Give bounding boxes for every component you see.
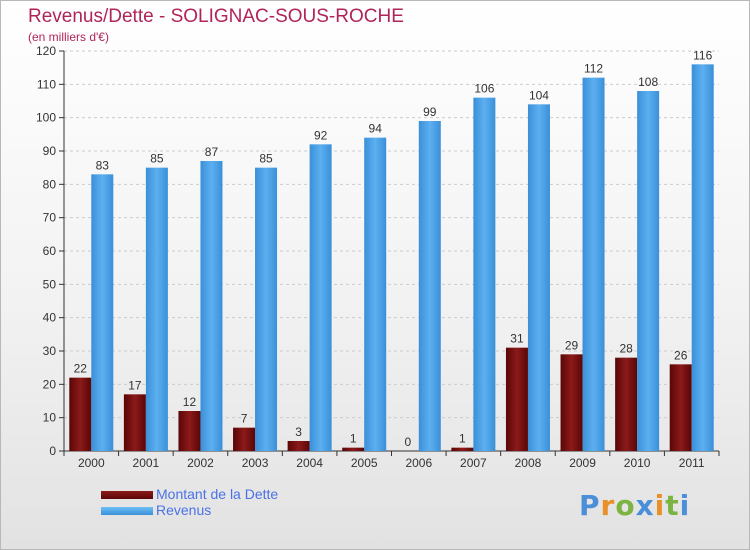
x-tick-label: 2009 bbox=[569, 456, 596, 470]
axes bbox=[59, 50, 720, 456]
bar-dette bbox=[69, 377, 92, 451]
proxiti-logo: Proxiti bbox=[579, 489, 690, 522]
x-tick-label: 2002 bbox=[187, 456, 214, 470]
data-label: 106 bbox=[474, 82, 494, 96]
x-tick-label: 2001 bbox=[133, 456, 160, 470]
logo-letter: t bbox=[665, 489, 680, 522]
data-label: 22 bbox=[74, 362, 88, 376]
data-label: 83 bbox=[96, 158, 110, 172]
legend-label-revenus: Revenus bbox=[156, 502, 212, 518]
bar-dette bbox=[233, 427, 256, 451]
data-label: 92 bbox=[314, 128, 328, 142]
bar-revenus bbox=[145, 167, 168, 451]
x-tick-label: 2004 bbox=[296, 456, 323, 470]
bar-dette bbox=[669, 364, 692, 451]
data-label: 104 bbox=[529, 88, 549, 102]
x-tick-label: 2011 bbox=[679, 456, 705, 470]
labels: 0102030405060708090100110120200022832001… bbox=[36, 44, 713, 470]
logo-letter: r bbox=[600, 489, 616, 522]
data-label: 26 bbox=[674, 348, 688, 362]
x-tick-label: 2008 bbox=[515, 456, 542, 470]
data-label: 108 bbox=[638, 75, 658, 89]
y-tick-label: 120 bbox=[36, 44, 56, 58]
legend-swatch-dette bbox=[101, 491, 153, 499]
y-tick-label: 30 bbox=[43, 344, 57, 358]
bar-revenus bbox=[91, 174, 114, 452]
bar-revenus bbox=[691, 64, 714, 452]
data-label: 3 bbox=[295, 425, 302, 439]
y-tick-label: 50 bbox=[43, 277, 57, 291]
bar-revenus bbox=[364, 137, 387, 451]
bars bbox=[69, 64, 714, 452]
data-label: 0 bbox=[404, 435, 411, 449]
data-label: 17 bbox=[128, 378, 142, 392]
bar-revenus bbox=[473, 97, 496, 452]
bar-dette bbox=[123, 394, 146, 451]
y-tick-label: 40 bbox=[43, 311, 57, 325]
logo-letter: o bbox=[615, 489, 636, 522]
y-tick-label: 70 bbox=[43, 211, 57, 225]
y-tick-label: 80 bbox=[43, 177, 57, 191]
bar-revenus bbox=[527, 104, 550, 451]
data-label: 31 bbox=[510, 332, 524, 346]
x-tick-label: 2006 bbox=[405, 456, 432, 470]
logo-letter: i bbox=[679, 489, 691, 522]
y-tick-label: 110 bbox=[37, 77, 56, 91]
bar-revenus bbox=[200, 161, 223, 451]
x-tick-label: 2000 bbox=[78, 456, 105, 470]
y-tick-label: 20 bbox=[43, 377, 57, 391]
x-tick-label: 2010 bbox=[624, 456, 651, 470]
data-label: 99 bbox=[423, 105, 437, 119]
y-tick-label: 10 bbox=[43, 411, 57, 425]
data-label: 112 bbox=[584, 62, 603, 76]
bar-dette bbox=[287, 441, 310, 451]
data-label: 29 bbox=[565, 338, 579, 352]
bar-dette bbox=[178, 411, 201, 451]
data-label: 87 bbox=[205, 145, 219, 159]
bar-revenus bbox=[255, 167, 278, 451]
data-label: 85 bbox=[259, 152, 273, 166]
legend-label-dette: Montant de la Dette bbox=[156, 486, 279, 502]
chart-subtitle: (en milliers d'€) bbox=[28, 30, 109, 44]
bar-revenus bbox=[582, 77, 605, 452]
x-tick-label: 2007 bbox=[460, 456, 487, 470]
y-tick-label: 100 bbox=[36, 111, 56, 125]
x-tick-label: 2005 bbox=[351, 456, 378, 470]
y-tick-label: 0 bbox=[49, 444, 56, 458]
chart-title: Revenus/Dette - SOLIGNAC-SOUS-ROCHE bbox=[28, 6, 404, 27]
data-label: 1 bbox=[350, 432, 357, 446]
bar-dette bbox=[505, 347, 528, 451]
data-label: 85 bbox=[150, 152, 164, 166]
x-tick-label: 2003 bbox=[242, 456, 269, 470]
data-label: 7 bbox=[241, 412, 248, 426]
bar-dette bbox=[615, 357, 638, 451]
data-label: 1 bbox=[459, 432, 466, 446]
bar-dette bbox=[451, 447, 474, 451]
bar-dette bbox=[342, 447, 365, 451]
logo-letter: x bbox=[635, 489, 655, 522]
data-label: 12 bbox=[183, 395, 197, 409]
data-label: 94 bbox=[369, 122, 383, 136]
y-tick-label: 60 bbox=[43, 244, 57, 258]
logo-letter: i bbox=[654, 489, 666, 522]
bar-dette bbox=[560, 354, 583, 451]
data-label: 116 bbox=[693, 48, 712, 62]
data-label: 28 bbox=[619, 342, 633, 356]
legend-swatch-revenus bbox=[101, 507, 153, 515]
bar-revenus bbox=[309, 144, 332, 452]
bar-revenus bbox=[418, 121, 441, 451]
logo-letter: P bbox=[579, 489, 601, 522]
y-tick-label: 90 bbox=[43, 144, 57, 158]
bar-revenus bbox=[637, 91, 660, 451]
